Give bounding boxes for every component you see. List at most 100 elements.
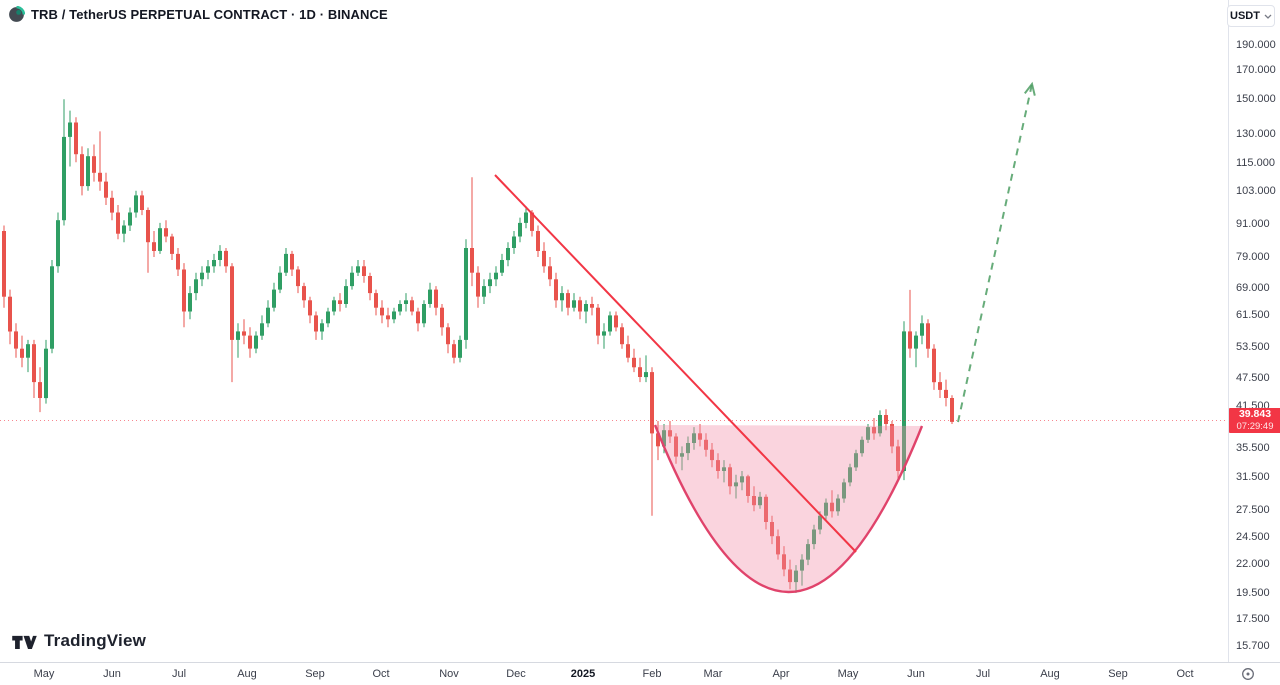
candle-body (644, 372, 648, 378)
candle-body (452, 344, 456, 358)
candle-body (140, 195, 144, 210)
candle-body (398, 304, 402, 312)
candle-body (950, 398, 954, 422)
candle-body (800, 559, 804, 571)
candle-body (410, 300, 414, 312)
candle-body (266, 307, 270, 324)
candle-body (914, 335, 918, 349)
currency-selector[interactable]: USDT (1227, 5, 1275, 27)
candle-body (746, 476, 750, 496)
candle-body (626, 344, 630, 358)
candle-body (236, 331, 240, 340)
candle-body (98, 172, 102, 182)
candle-body (506, 248, 510, 261)
timezone-settings-icon[interactable] (1240, 666, 1256, 682)
time-axis-label: Apr (772, 668, 790, 680)
candle-body (896, 446, 900, 471)
candle-body (704, 439, 708, 450)
candle-body (206, 266, 210, 273)
candle-body (872, 427, 876, 434)
candle-body (320, 323, 324, 332)
candle-body (62, 136, 66, 221)
candle-body (38, 382, 42, 398)
candle-body (350, 272, 354, 287)
candlestick-plot[interactable] (0, 0, 1228, 662)
candle-body (308, 300, 312, 316)
candle-body (836, 498, 840, 512)
time-axis-label: Mar (703, 668, 723, 680)
candle-body (728, 467, 732, 487)
cup-pattern-curve[interactable] (653, 424, 924, 594)
candle-body (584, 304, 588, 312)
candle-body (734, 482, 738, 487)
time-axis-label: Jun (907, 668, 925, 680)
price-axis-label: 17.500 (1236, 613, 1270, 625)
price-axis-label: 190.000 (1236, 39, 1276, 51)
candle-body (68, 122, 72, 137)
candle-body (482, 286, 486, 297)
candle-body (830, 502, 834, 512)
candles-layer (2, 99, 954, 593)
candle-body (770, 522, 774, 537)
candle-body (716, 460, 720, 471)
candle-body (614, 315, 618, 328)
candle-body (272, 289, 276, 308)
tradingview-brand[interactable]: TradingView (12, 631, 146, 651)
time-axis[interactable]: May Jun Jul Aug Sep Oct Nov Dec 2025 Feb Mar Apr May… (0, 662, 1280, 685)
candle-body (182, 269, 186, 312)
time-axis-label: Nov (439, 668, 459, 680)
candle-body (686, 443, 690, 454)
candle-body (578, 300, 582, 312)
candle-body (338, 300, 342, 304)
projection-arrow-head (1024, 81, 1036, 96)
candle-body (902, 331, 906, 471)
candle-body (944, 389, 948, 398)
currency-label: USDT (1230, 10, 1260, 22)
candle-body (512, 236, 516, 248)
projection-arrow-shaft[interactable] (957, 83, 1033, 423)
candle-body (2, 231, 6, 297)
candle-body (530, 212, 534, 231)
candle-body (8, 296, 12, 332)
candle-body (488, 279, 492, 287)
candle-body (116, 212, 120, 234)
candle-body (908, 331, 912, 349)
price-axis-label: 91.000 (1236, 218, 1270, 230)
candle-body (806, 544, 810, 560)
time-axis-label: Dec (506, 668, 526, 680)
time-axis-label: 2025 (570, 668, 596, 680)
candle-body (386, 315, 390, 320)
candle-body (890, 424, 894, 447)
time-axis-label: Oct (1176, 668, 1194, 680)
candle-body (698, 433, 702, 440)
candle-body (938, 382, 942, 390)
candle-body (356, 266, 360, 273)
candle-body (518, 222, 522, 237)
candle-body (680, 453, 684, 457)
candle-body (224, 250, 228, 267)
candle-body (56, 220, 60, 267)
time-axis-label: Oct (372, 668, 390, 680)
candle-body (674, 436, 678, 457)
symbol-header[interactable]: TRB / TetherUS PERPETUAL CONTRACT · 1D ·… (8, 6, 388, 23)
candle-body (176, 253, 180, 270)
candle-body (200, 272, 204, 280)
candle-body (566, 293, 570, 308)
price-axis-label: 103.000 (1236, 185, 1276, 197)
candle-body (50, 266, 54, 349)
price-axis-label: 31.500 (1236, 471, 1270, 483)
price-axis-label: 150.000 (1236, 93, 1276, 105)
candle-body (296, 269, 300, 287)
candle-body (284, 253, 288, 273)
candle-body (230, 266, 234, 340)
price-axis-label: 69.000 (1236, 282, 1270, 294)
candle-body (842, 482, 846, 499)
candle-body (392, 311, 396, 320)
time-axis-label: Aug (237, 668, 257, 680)
candle-body (134, 195, 138, 213)
price-axis[interactable]: 39.843 07:29:49 190.000 170.000 150.000 130… (1228, 0, 1280, 662)
candle-body (248, 335, 252, 349)
descending-trendline[interactable] (494, 174, 857, 553)
trb-token-icon (9, 6, 25, 22)
